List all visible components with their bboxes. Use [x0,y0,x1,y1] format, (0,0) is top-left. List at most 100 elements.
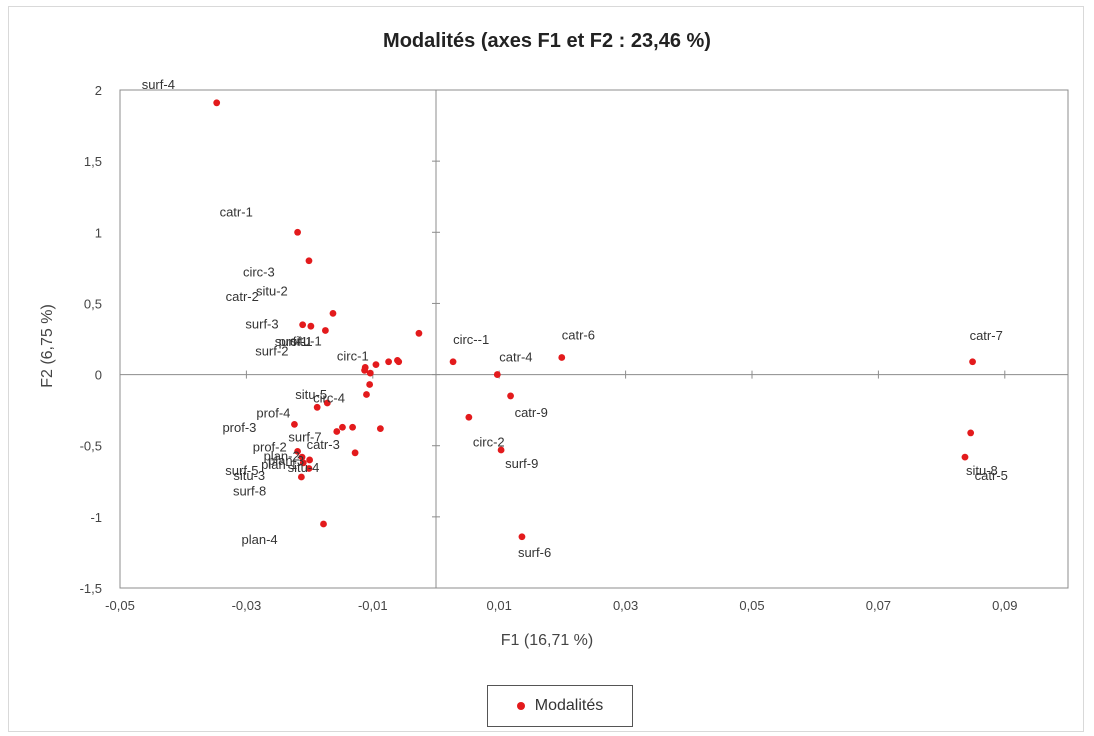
legend-entry: Modalités [534,697,604,714]
y-tick-label: 0 [95,368,102,383]
x-tick-label: 0,07 [866,598,891,613]
point-label: surf-9 [505,456,538,471]
point-label: prof-3 [222,420,256,435]
point-label: catr-3 [307,437,340,452]
axes-layer: -0,05 -0,03 -0,01 0,01 0,03 0,05 0,07 0,09 -1,5 -… [80,83,1069,613]
data-point [299,459,307,467]
data-point [307,322,315,330]
point-label: situ-4 [288,460,320,475]
data-point [349,423,356,431]
point-label: surf-1 [275,334,308,349]
legend: Modalités [487,685,633,727]
point-label: circ-4 [313,390,345,405]
data-point [298,453,306,461]
point-label: situ-2 [256,283,288,298]
data-point [320,520,327,528]
data-point [385,358,392,366]
x-tick-label: 0,09 [992,598,1017,613]
point-label: situ-3 [233,468,265,483]
point-label: circ-1 [337,348,369,363]
point-label: surf-5 [225,463,258,478]
data-point [306,456,313,464]
point-label: surf-6 [518,545,551,560]
point-label: situ-5 [295,387,327,402]
data-point [395,358,403,366]
point-label: catr-7 [970,328,1003,343]
x-tick-label: -0,05 [105,598,135,613]
point-label: catr-6 [562,327,595,342]
data-point [323,399,331,407]
y-tick-label: 1 [95,225,102,240]
point-label: catr-5 [975,468,1008,483]
data-point [313,403,321,411]
point-label: surf-7 [288,430,321,445]
data-point [558,354,566,361]
data-point [366,369,374,377]
data-point [969,358,976,366]
x-tick-label: -0,01 [358,598,388,613]
data-point [329,309,337,317]
data-point [363,391,370,398]
data-point [294,448,301,455]
point-label: prof-2 [253,439,287,454]
point-label: prof-4 [256,405,290,420]
data-point [305,257,313,265]
x-tick-label: -0,03 [232,598,262,613]
data-point [372,361,380,369]
y-tick-label: -0,5 [80,439,102,454]
data-point [299,321,307,329]
y-tick-label: 1,5 [84,154,102,169]
x-axis-label: F1 (16,71 %) [500,632,594,649]
point-label: circ-3 [243,265,275,280]
chart-frame [8,6,1084,732]
data-point [297,473,305,481]
point-label: catr-9 [515,405,548,420]
data-point [339,423,346,431]
legend-marker [516,702,525,710]
data-point [507,392,514,400]
x-tick-label: 0,01 [487,598,512,613]
point-label: surf-3 [245,316,278,331]
point-label: plan-3 [268,453,304,468]
point-label: plan-2 [264,448,300,463]
point-label: circ-2 [473,434,505,449]
point-label: situ-1 [290,334,322,349]
chart-title: Modalités (axes F1 et F2 : 23,46 %) [383,30,711,52]
data-point [493,371,501,378]
data-point [351,449,359,457]
point-label: plan-4 [242,532,278,547]
point-label: surf-2 [255,343,288,358]
data-point [291,420,298,428]
y-tick-label: -1,5 [80,581,102,596]
x-tick-label: 0,03 [613,598,638,613]
data-point [322,327,329,334]
data-point [415,329,423,337]
data-point [465,413,473,421]
data-point [361,364,369,371]
point-label: catr-1 [220,204,253,219]
data-point [518,533,526,541]
data-point [305,465,313,472]
point-label: prof-1 [279,334,313,349]
y-tick-label: 2 [95,83,102,98]
data-point [376,425,384,433]
points-layer [213,99,976,541]
point-label: situ-8 [966,463,998,478]
data-point [449,358,457,366]
data-point [967,429,975,437]
y-tick-label: 0,5 [84,296,102,311]
y-tick-label: -1 [90,510,102,525]
point-label: plan-1 [261,457,297,472]
plot-area-border [119,89,1069,589]
x-tick-label: 0,05 [739,598,764,613]
data-point [294,228,301,236]
data-point [961,453,969,461]
data-point [333,428,341,435]
data-point [497,446,505,454]
point-label: catr-2 [226,289,259,304]
point-label: catr-4 [499,350,532,365]
data-point [366,381,374,388]
point-label: surf-4 [142,77,175,92]
